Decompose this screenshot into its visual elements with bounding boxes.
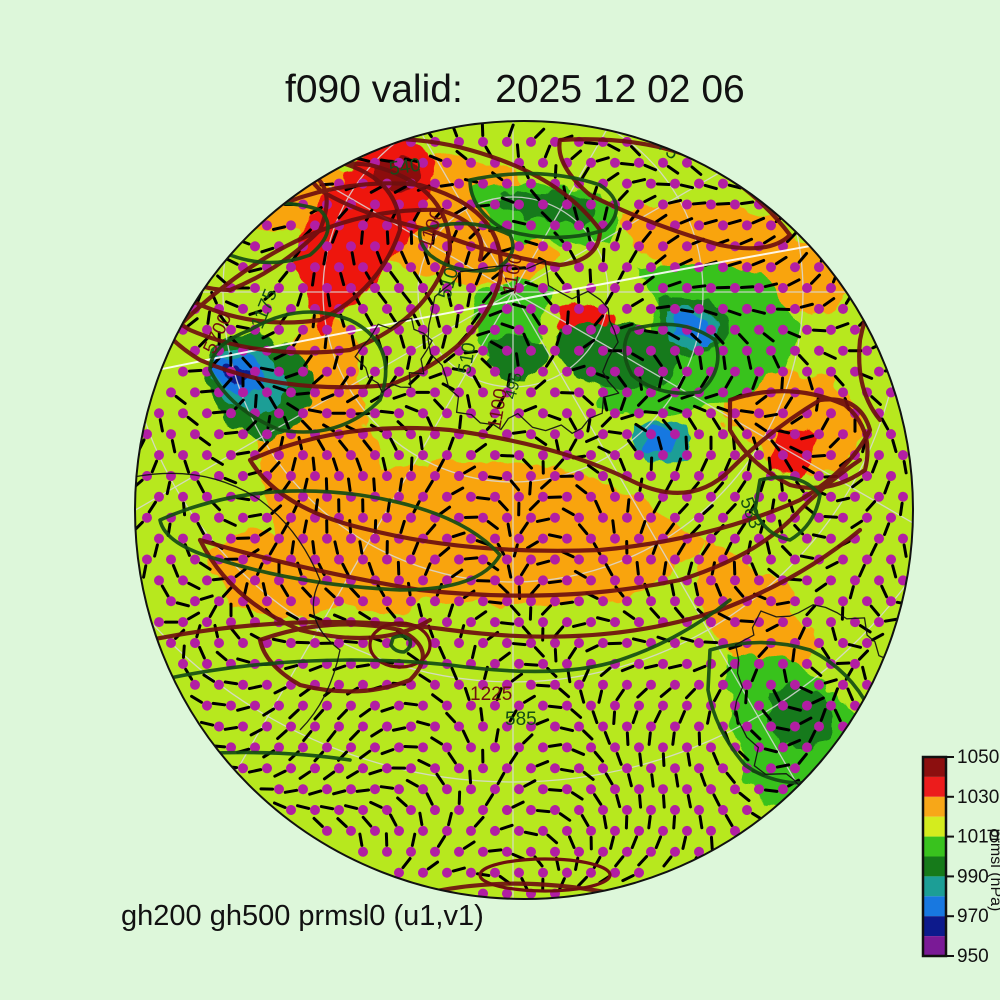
svg-text:990: 990 <box>957 866 989 887</box>
svg-text:prmsl (hPa): prmsl (hPa) <box>987 829 1000 912</box>
svg-text:950: 950 <box>957 946 989 967</box>
svg-text:585: 585 <box>505 709 537 730</box>
svg-text:540: 540 <box>388 155 422 180</box>
svg-text:970: 970 <box>957 906 989 927</box>
svg-text:1225: 1225 <box>875 255 909 302</box>
svg-text:1200: 1200 <box>850 215 884 262</box>
svg-text:585: 585 <box>198 830 236 862</box>
svg-text:1225: 1225 <box>470 684 512 705</box>
svg-text:1030: 1030 <box>957 787 999 808</box>
svg-text:1050: 1050 <box>957 747 999 768</box>
